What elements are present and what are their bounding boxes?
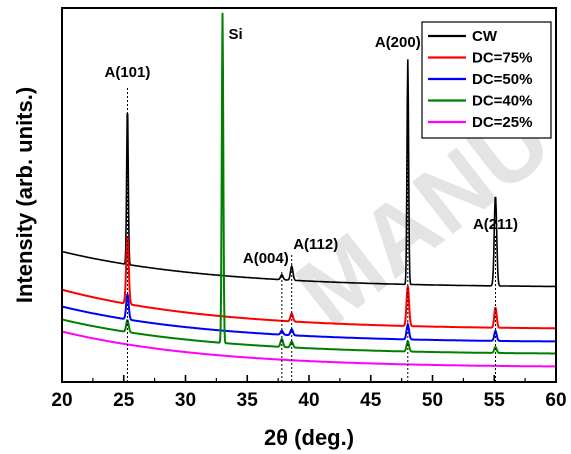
x-tick-label-6: 45 (360, 390, 382, 411)
legend-label-2: DC=75% (472, 50, 532, 67)
legend-label-5: DC=25% (472, 114, 532, 131)
series-layer (61, 12, 557, 368)
x-tick-label-2: 25 (113, 390, 135, 411)
x-tick-label-9: 60 (545, 390, 566, 411)
x-axis-title: 2θ (deg.) (264, 425, 354, 450)
x-tick-label-4: 35 (237, 390, 259, 411)
annotation-label-5: A(200) (375, 34, 421, 51)
x-tick-label-3: 30 (175, 390, 196, 411)
annotation-label-6: A(211) (473, 216, 518, 233)
legend-label-1: CW (472, 28, 498, 45)
x-tick-label-7: 50 (422, 390, 443, 411)
legend: CW DC=75% DC=50% DC=40% DC=25% (421, 21, 552, 139)
annotation-label-2: Si (229, 26, 243, 43)
legend-label-3: DC=50% (472, 71, 532, 88)
annotation-layer: A(101) Si A(004)A(112) A(200) A(211) (105, 26, 518, 382)
x-axis: 20 25 30 35 40 45 50 55 60 (51, 375, 567, 411)
x-tick-label-1: 20 (51, 390, 72, 411)
series-line-4 (61, 12, 556, 355)
series-line-3 (61, 293, 557, 343)
x-tick-label-5: 40 (298, 390, 319, 411)
annotation-label-3: A(004) (243, 250, 289, 267)
series-line-1 (61, 59, 557, 288)
series-line-2 (61, 236, 556, 330)
series-line-5 (61, 330, 557, 368)
x-tick-label-8: 55 (484, 390, 506, 411)
y-axis-title: Intensity (arb. units.) (12, 87, 37, 303)
annotation-label-4: A(112) (293, 236, 338, 253)
annotation-label-1: A(101) (105, 64, 151, 81)
legend-label-4: DC=40% (472, 93, 532, 110)
